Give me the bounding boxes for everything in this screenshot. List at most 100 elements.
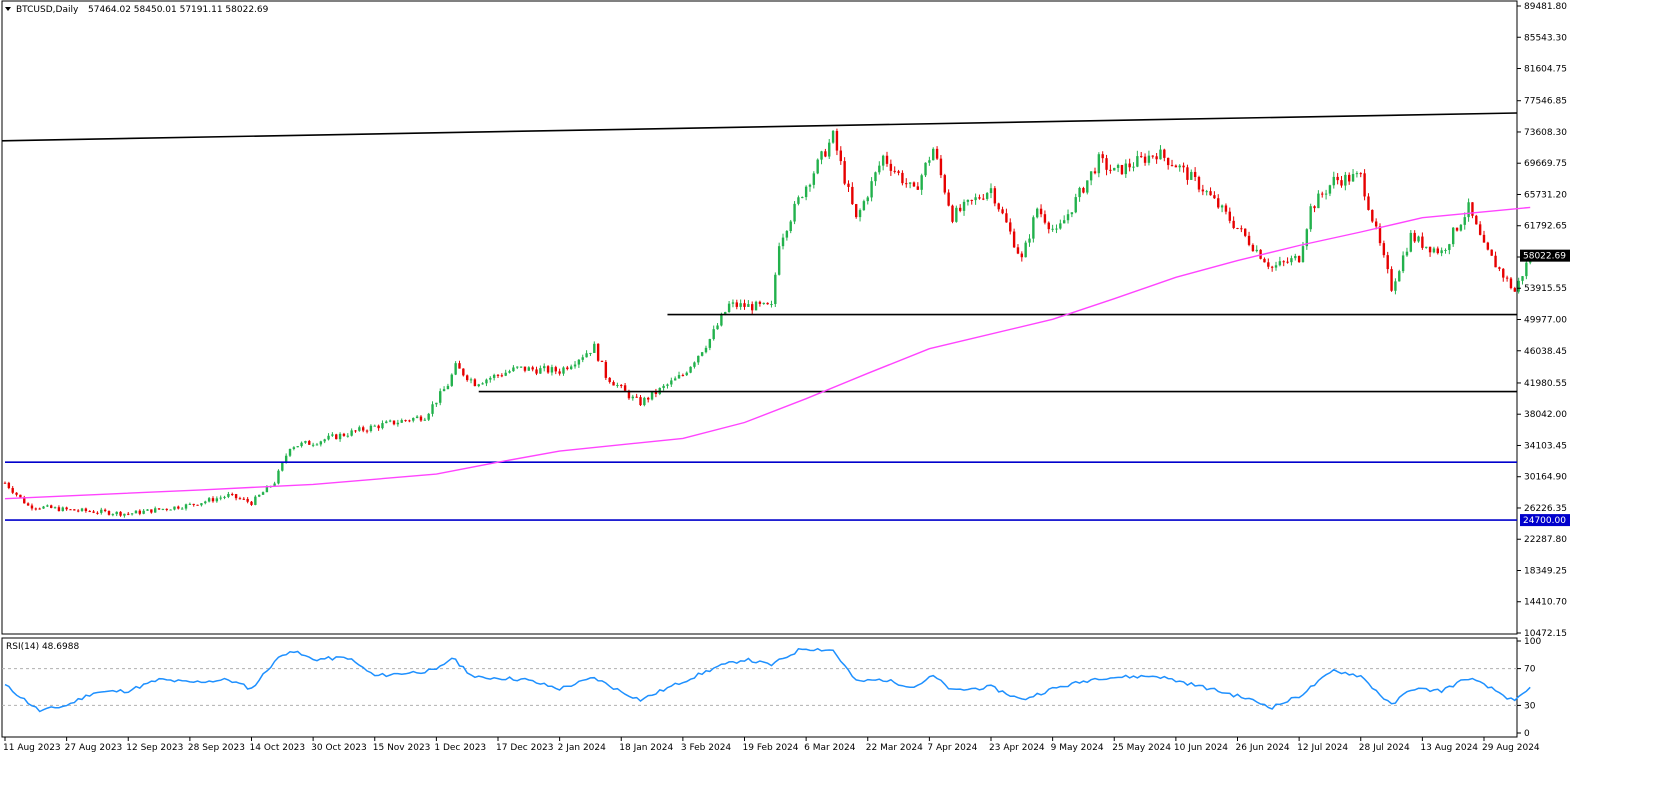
time-tick-label: 22 Mar 2024 xyxy=(866,743,923,753)
candle-bull xyxy=(215,498,219,502)
candle-bull xyxy=(1051,228,1054,230)
rsi-panel[interactable]: 100 70 30 0 xyxy=(1,637,1541,739)
candle-bull xyxy=(477,384,480,387)
chart-title: BTCUSD,Daily xyxy=(16,5,79,15)
candle-bear xyxy=(496,374,500,376)
candle-bull xyxy=(219,497,222,499)
time-tick-label: 23 Apr 2024 xyxy=(989,743,1045,753)
price-tick-label: 65731.20 xyxy=(1524,190,1567,200)
candle-bear xyxy=(354,430,357,432)
candle-bull xyxy=(1024,242,1027,258)
candle-bull xyxy=(704,347,708,353)
candle-bear xyxy=(905,183,908,185)
candle-bull xyxy=(512,367,515,372)
rsi-line xyxy=(4,647,1531,713)
candle-bear xyxy=(604,361,608,378)
resistance-trendline[interactable] xyxy=(1,112,1518,142)
candle-bear xyxy=(69,509,72,511)
candle-bear xyxy=(1151,155,1154,157)
candle-bear xyxy=(50,505,53,508)
candle-bull xyxy=(804,186,808,198)
candle-bull xyxy=(111,514,115,516)
candle-bull xyxy=(920,175,923,190)
current-price-label: 58022.69 xyxy=(1523,252,1566,262)
price-tick-label: 14410.70 xyxy=(1524,598,1567,608)
candle-bear xyxy=(1286,261,1289,263)
candle-bull xyxy=(589,352,592,354)
rsi-series-layer xyxy=(2,647,1531,713)
candle-bull xyxy=(46,505,49,507)
candle-bull xyxy=(454,363,457,375)
candle-bull xyxy=(727,303,731,313)
candle-bull xyxy=(1394,281,1397,291)
candle-bull xyxy=(1147,155,1151,163)
candle-bull xyxy=(581,357,584,360)
candle-bull xyxy=(562,367,565,374)
candle-bear xyxy=(1224,205,1228,212)
candle-bull xyxy=(415,416,419,419)
candle-bull xyxy=(689,366,692,373)
time-tick-label: 18 Jan 2024 xyxy=(619,743,673,753)
candle-bear xyxy=(1374,221,1378,227)
candle-bull xyxy=(720,314,723,326)
candle-bear xyxy=(889,163,893,171)
candle-bear xyxy=(901,172,904,184)
time-tick-label: 12 Sep 2023 xyxy=(126,743,183,753)
candle-bull xyxy=(223,496,226,498)
candle-bear xyxy=(19,494,22,498)
candle-bear xyxy=(824,151,827,157)
price-panel[interactable]: 89481.80 85543.30 81604.75 77546.85 73608.30… xyxy=(1,0,1570,639)
candle-bull xyxy=(146,509,149,511)
candle-bear xyxy=(654,391,658,394)
candle-bear xyxy=(854,204,858,218)
candle-bull xyxy=(1305,229,1309,247)
candle-bull xyxy=(962,201,966,211)
candle-bull xyxy=(1440,250,1443,254)
candle-bull xyxy=(1290,258,1293,263)
candle-bear xyxy=(978,197,981,199)
candle-bear xyxy=(766,302,769,305)
candle-bear xyxy=(38,508,41,510)
candle-bear xyxy=(939,158,943,176)
candle-bear xyxy=(1109,169,1112,171)
candle-bear xyxy=(462,368,465,376)
candle-bull xyxy=(569,366,573,370)
candle-bear xyxy=(246,498,249,502)
candle-bear xyxy=(1321,193,1324,195)
candle-bull xyxy=(831,130,835,143)
candle-bull xyxy=(1398,271,1401,282)
candle-bull xyxy=(423,419,427,421)
candle-bear xyxy=(238,498,242,500)
candle-bull xyxy=(777,246,781,275)
time-tick-label: 6 Mar 2024 xyxy=(804,743,856,753)
candle-bear xyxy=(473,379,477,387)
candle-bull xyxy=(1070,212,1074,215)
candle-bear xyxy=(751,304,754,311)
candle-bull xyxy=(1059,223,1062,229)
candle-bull xyxy=(1401,255,1405,272)
candle-bear xyxy=(65,507,68,510)
candle-bull xyxy=(188,503,192,505)
candle-bull xyxy=(1459,224,1463,231)
candle-bull xyxy=(685,372,688,376)
candle-bull xyxy=(754,301,758,311)
candle-bear xyxy=(15,492,18,495)
candle-bear xyxy=(234,494,238,499)
candle-bear xyxy=(1378,226,1382,244)
candle-bull xyxy=(442,389,446,392)
candle-bull xyxy=(327,435,330,440)
chart-ohlc: 57464.02 58450.01 57191.11 58022.69 xyxy=(88,5,269,15)
candle-bear xyxy=(1336,176,1339,181)
candle-bull xyxy=(1113,167,1116,171)
candle-bull xyxy=(1425,246,1428,248)
candle-bull xyxy=(311,444,315,446)
candle-bull xyxy=(516,366,519,368)
candle-bull xyxy=(439,391,442,403)
candle-bull xyxy=(924,162,927,176)
candle-bull xyxy=(858,210,862,218)
rsi-panel-border xyxy=(1,637,1518,738)
time-tick-label: 29 Aug 2024 xyxy=(1482,743,1540,753)
rsi-tick-label: 70 xyxy=(1524,665,1536,675)
